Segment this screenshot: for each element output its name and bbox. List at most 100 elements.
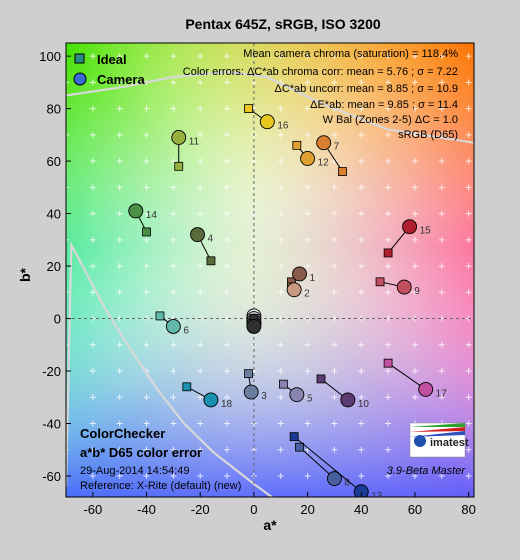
grid-cross <box>331 289 338 296</box>
error-line <box>387 362 426 390</box>
reference-note: Reference: X-Rite (default) (new) <box>80 480 241 492</box>
ideal-marker <box>383 358 393 368</box>
grid-cross <box>331 420 338 427</box>
grid-cross <box>465 289 472 296</box>
grid-cross <box>89 420 96 427</box>
legend-camera-label: Camera <box>97 72 145 87</box>
grid-cross <box>170 289 177 296</box>
patch-label: 17 <box>436 388 448 399</box>
grid-cross <box>66 289 69 296</box>
grid-cross <box>277 131 284 138</box>
camera-marker <box>246 318 262 334</box>
grid-cross <box>358 131 365 138</box>
grid-cross <box>143 210 150 217</box>
grid-cross <box>66 446 69 453</box>
grid-cross <box>358 105 365 112</box>
grid-cross <box>438 473 445 480</box>
grid-cross <box>358 79 365 86</box>
patch-8: 8 <box>295 442 350 489</box>
grid-cross <box>385 394 392 401</box>
color-error-subtitle: a*b* D65 color error <box>80 445 202 460</box>
grid-cross <box>170 368 177 375</box>
grid-cross <box>143 184 150 191</box>
grid-cross <box>116 368 123 375</box>
ideal-marker <box>244 104 253 114</box>
grid-cross <box>358 341 365 348</box>
bottom-left-info: ColorChecker a*b* D65 color error 29-Aug… <box>80 426 241 492</box>
grid-cross <box>170 184 177 191</box>
ideal-marker <box>174 161 184 171</box>
patch-16: 16 <box>244 104 289 132</box>
grid-cross <box>224 131 231 138</box>
grid-cross <box>465 79 472 86</box>
grid-cross <box>170 473 177 480</box>
grid-cross <box>411 394 418 401</box>
ideal-marker <box>375 277 385 287</box>
grid-cross <box>170 210 177 217</box>
grid-cross <box>89 131 96 138</box>
patch-11: 11 <box>171 130 200 171</box>
grid-cross <box>465 341 472 348</box>
x-tick-label: -40 <box>137 502 156 517</box>
camera-marker <box>326 471 342 487</box>
grid-cross <box>304 420 311 427</box>
grid-cross <box>277 236 284 243</box>
grid-cross <box>277 289 284 296</box>
grid-cross <box>197 263 204 270</box>
patch-label: 18 <box>221 399 233 410</box>
grid-cross <box>197 131 204 138</box>
info-line-4: ΔE*ab: mean = 9.85 ; σ = 11.4 <box>310 99 458 111</box>
grid-cross <box>197 289 204 296</box>
date-stamp: 29-Aug-2014 14:54:49 <box>80 465 189 477</box>
y-tick-label: -40 <box>42 417 61 432</box>
ideal-marker <box>142 227 151 237</box>
grid-cross <box>277 368 284 375</box>
grid-cross <box>277 446 284 453</box>
patch-15: 15 <box>383 219 431 258</box>
grid-cross <box>385 368 392 375</box>
patch-label: 6 <box>183 325 189 336</box>
grid-cross <box>411 263 418 270</box>
x-axis: -60 -40 -20 0 20 40 60 80 <box>83 492 476 517</box>
camera-marker <box>243 384 259 400</box>
y-tick-label: 40 <box>47 207 61 222</box>
grid-cross <box>385 341 392 348</box>
error-line <box>299 446 335 480</box>
grid-cross <box>197 473 204 480</box>
patch-label: 16 <box>277 121 289 132</box>
grid-cross <box>143 341 150 348</box>
grid-cross <box>465 184 472 191</box>
y-tick-label: -20 <box>42 364 61 379</box>
grid-cross <box>143 131 150 138</box>
grid-cross <box>438 236 445 243</box>
info-line-2: Color errors: ΔC*ab chroma corr: mean = … <box>183 66 458 78</box>
camera-marker <box>402 219 418 235</box>
grid-cross <box>224 446 231 453</box>
grid-cross <box>385 446 392 453</box>
patch-3: 3 <box>243 369 267 402</box>
camera-marker <box>418 381 434 397</box>
gamut-curve-upper <box>66 70 474 144</box>
legend: Ideal Camera <box>73 52 145 87</box>
grid-cross <box>358 263 365 270</box>
grid-cross <box>331 184 338 191</box>
grid-cross <box>358 210 365 217</box>
grid-cross <box>304 210 311 217</box>
camera-marker <box>128 203 144 219</box>
grid-cross <box>89 263 96 270</box>
grid-cross <box>331 53 338 60</box>
grid-cross <box>411 184 418 191</box>
grid-cross <box>170 79 177 86</box>
grid-cross <box>385 105 392 112</box>
grid-cross <box>170 263 177 270</box>
legend-ideal-marker <box>74 53 85 64</box>
info-line-1: Mean camera chroma (saturation) = 118.4% <box>243 48 458 60</box>
ideal-marker <box>279 379 288 389</box>
grid-cross <box>224 341 231 348</box>
grid-cross <box>465 263 472 270</box>
grid-cross <box>66 341 69 348</box>
grid-cross <box>89 79 96 86</box>
grid-cross <box>358 368 365 375</box>
